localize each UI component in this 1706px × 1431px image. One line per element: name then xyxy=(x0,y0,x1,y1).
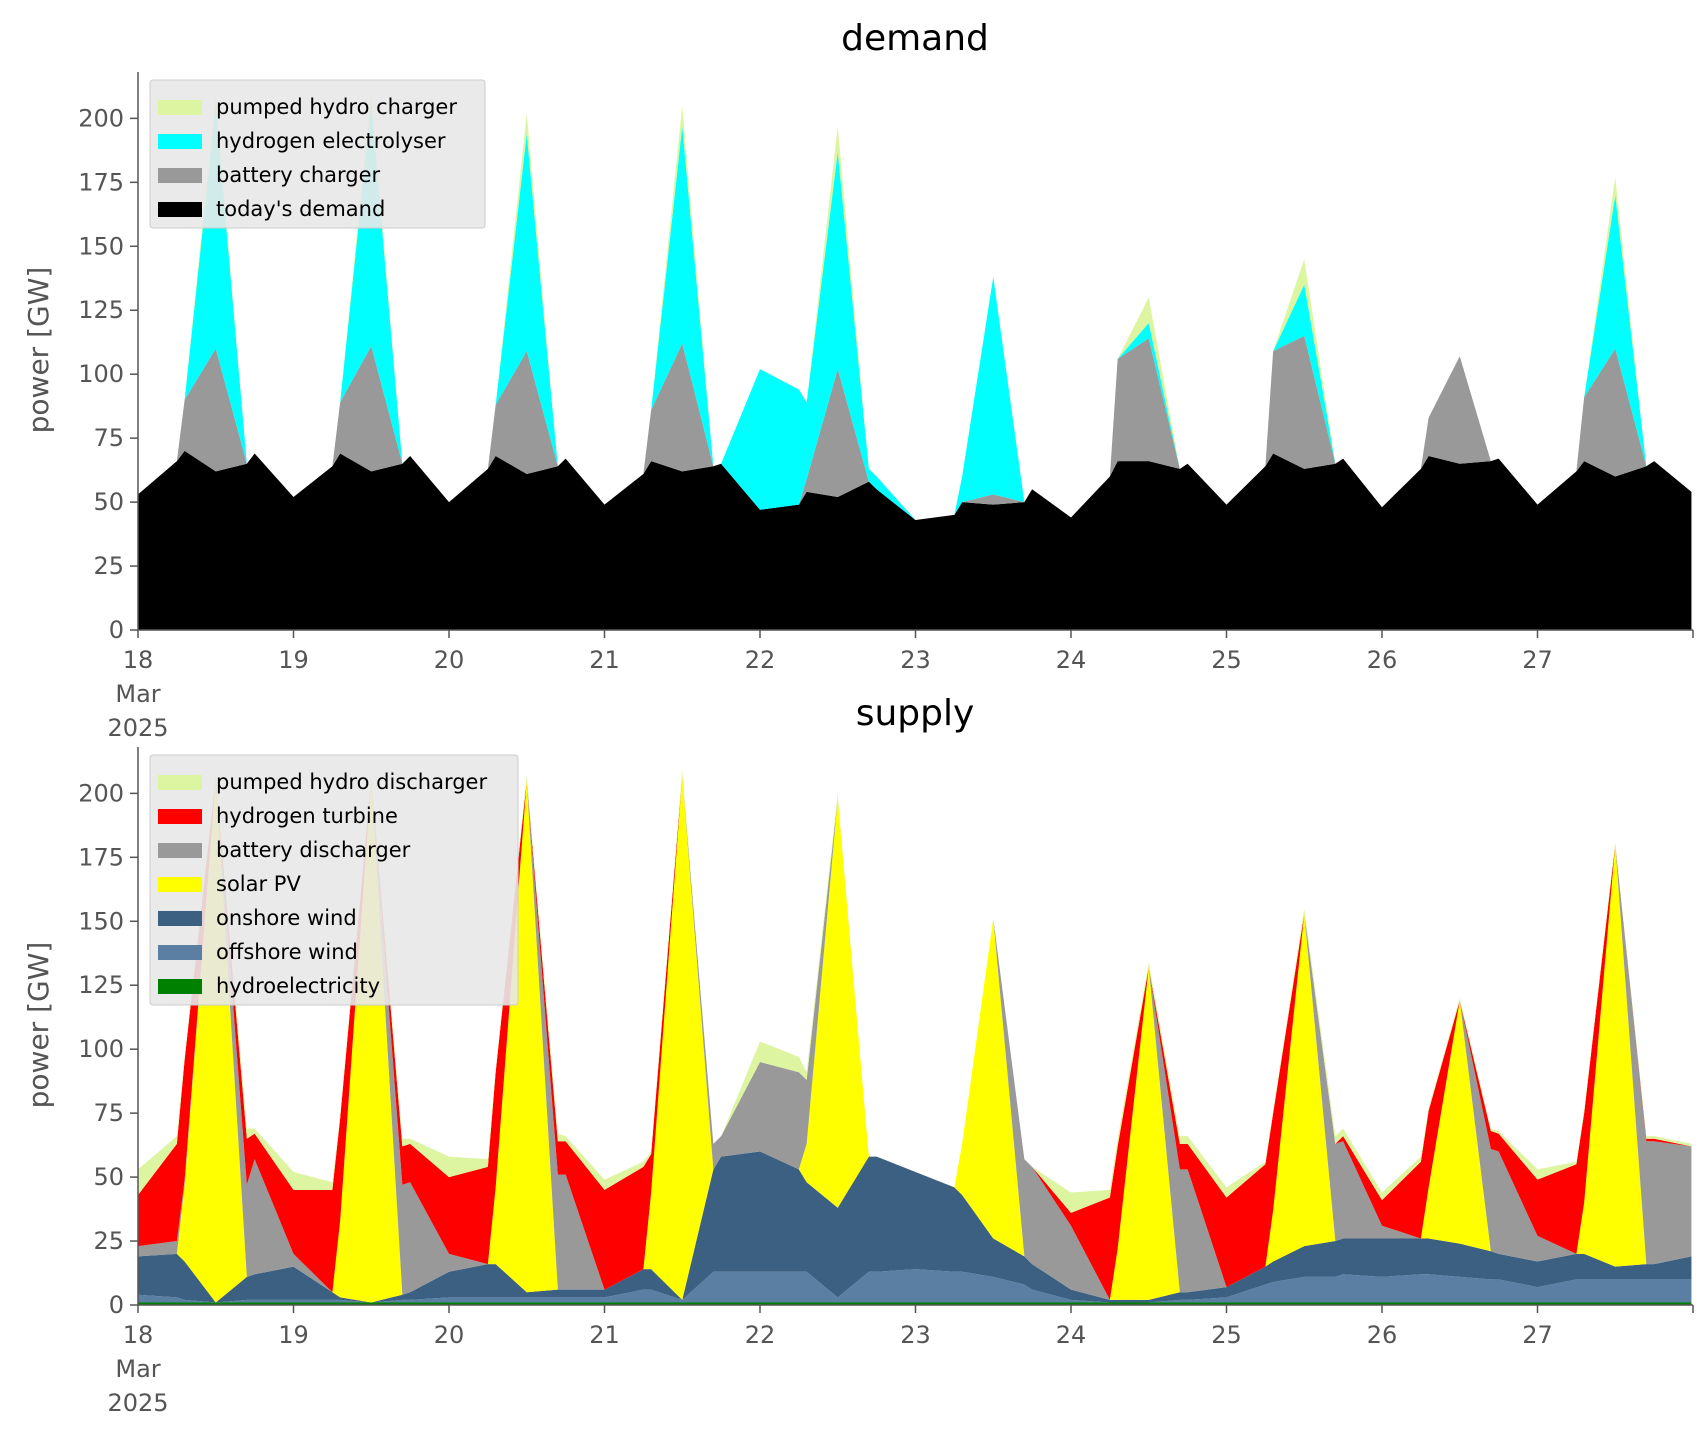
legend-swatch xyxy=(158,979,202,994)
legend: pumped hydro discharger hydrogen turbine b… xyxy=(149,754,519,1006)
y-axis-label: power [GW] xyxy=(22,942,55,1109)
x-tick-label: 26 xyxy=(1367,1321,1398,1349)
legend-box xyxy=(149,79,486,229)
chart-title: supply xyxy=(856,693,975,734)
y-tick-label: 25 xyxy=(93,1227,124,1255)
legend-label: hydroelectricity xyxy=(216,974,380,998)
y-tick-label: 0 xyxy=(109,616,124,644)
y-tick-label: 175 xyxy=(78,168,124,196)
y-tick-label: 0 xyxy=(109,1291,124,1319)
legend-swatch xyxy=(158,100,202,115)
y-tick-label: 50 xyxy=(93,1163,124,1191)
demand-panel: demand power [GW] 0 25 50 75 100 125 150 175 200… xyxy=(22,18,1694,742)
x-tick-label: 25 xyxy=(1211,1321,1242,1349)
x-tick-label: 27 xyxy=(1522,1321,1553,1349)
area-series-group xyxy=(138,90,1692,630)
axes-group: 0 25 50 75 100 125 150 175 200 18 Mar 2025 19 20 21 22 2… xyxy=(78,747,1694,1417)
x-tick-label: 19 xyxy=(278,646,309,674)
x-tick-label: 25 xyxy=(1211,646,1242,674)
x-tick-label-month: Mar xyxy=(115,1355,160,1383)
legend-swatch xyxy=(158,911,202,926)
y-tick-label: 100 xyxy=(78,360,124,388)
y-tick-label: 200 xyxy=(78,779,124,807)
axes-group: 0 25 50 75 100 125 150 175 200 18 Mar 2025 19 20 21 22 2… xyxy=(78,72,1694,742)
x-tick-label: 21 xyxy=(589,646,620,674)
legend-swatch xyxy=(158,134,202,149)
y-tick-label: 150 xyxy=(78,907,124,935)
y-tick-label: 25 xyxy=(93,552,124,580)
x-tick-label: 26 xyxy=(1367,646,1398,674)
y-axis-label: power [GW] xyxy=(22,267,55,434)
y-tick-label: 175 xyxy=(78,843,124,871)
legend-label: solar PV xyxy=(216,872,301,896)
x-tick-label: 22 xyxy=(745,646,776,674)
x-tick-label: 18 xyxy=(123,1321,154,1349)
legend: pumped hydro charger hydrogen electrolyse… xyxy=(149,79,486,229)
legend-swatch xyxy=(158,168,202,183)
area-solar-pv xyxy=(138,775,1692,1303)
x-tick-label: 24 xyxy=(1056,1321,1087,1349)
y-tick-label: 75 xyxy=(93,424,124,452)
x-tick-label: 18 xyxy=(123,646,154,674)
area-onshore-wind xyxy=(138,1151,1692,1303)
legend-swatch xyxy=(158,877,202,892)
chart-title: demand xyxy=(841,18,989,59)
legend-box xyxy=(149,754,519,1006)
legend-swatch xyxy=(158,809,202,824)
area-hydrogen-electrolyser xyxy=(138,103,1692,520)
x-tick-label-year: 2025 xyxy=(107,714,168,742)
area-hydrogen-turbine xyxy=(138,775,1692,1300)
supply-panel: supply power [GW] 0 25 50 75 100 125 150 175 200… xyxy=(22,693,1694,1417)
y-tick-label: 125 xyxy=(78,296,124,324)
legend-label: pumped hydro discharger xyxy=(216,770,487,794)
legend-label: battery charger xyxy=(216,163,381,187)
legend-swatch xyxy=(158,945,202,960)
legend-label: hydrogen turbine xyxy=(216,804,398,828)
y-tick-label: 125 xyxy=(78,971,124,999)
area-offshore-wind xyxy=(138,1269,1692,1303)
legend-label: onshore wind xyxy=(216,906,357,930)
area-battery-charger xyxy=(138,335,1692,520)
x-tick-label: 20 xyxy=(434,646,465,674)
legend-label: pumped hydro charger xyxy=(216,95,457,119)
legend-swatch xyxy=(158,202,202,217)
x-tick-label-month: Mar xyxy=(115,680,160,708)
x-tick-label: 22 xyxy=(745,1321,776,1349)
legend-swatch xyxy=(158,843,202,858)
legend-label: hydrogen electrolyser xyxy=(216,129,446,153)
legend-label: offshore wind xyxy=(216,940,358,964)
legend-label: battery discharger xyxy=(216,838,411,862)
y-tick-label: 150 xyxy=(78,232,124,260)
x-tick-label: 24 xyxy=(1056,646,1087,674)
x-tick-label: 20 xyxy=(434,1321,465,1349)
x-tick-label-year: 2025 xyxy=(107,1389,168,1417)
x-tick-label: 23 xyxy=(900,1321,931,1349)
area-battery-discharger xyxy=(138,775,1692,1300)
y-tick-label: 100 xyxy=(78,1035,124,1063)
area-series-group xyxy=(138,770,1692,1305)
x-tick-label: 23 xyxy=(900,646,931,674)
x-tick-label: 27 xyxy=(1522,646,1553,674)
y-tick-label: 200 xyxy=(78,104,124,132)
area-pumped-hydro-discharger xyxy=(138,770,1692,1213)
legend-swatch xyxy=(158,775,202,790)
x-tick-label: 19 xyxy=(278,1321,309,1349)
y-tick-label: 50 xyxy=(93,488,124,516)
y-tick-label: 75 xyxy=(93,1099,124,1127)
x-tick-label: 21 xyxy=(589,1321,620,1349)
area-today-s-demand xyxy=(138,450,1692,630)
legend-label: today's demand xyxy=(216,197,385,221)
